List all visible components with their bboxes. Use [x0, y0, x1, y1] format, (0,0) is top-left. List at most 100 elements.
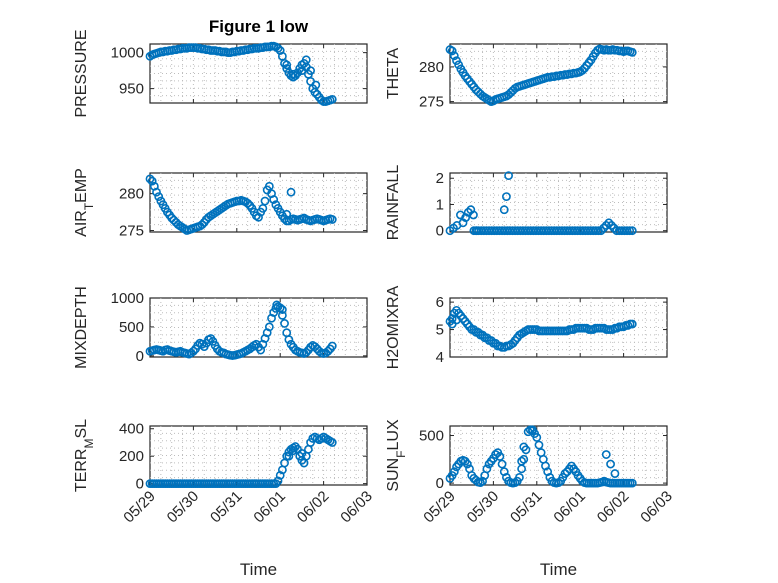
data-point: [154, 192, 164, 201]
xtick-label: 06/03: [337, 488, 376, 527]
data-point: [288, 69, 298, 79]
xtick-label: 06/01: [250, 488, 289, 527]
data-point: [169, 215, 179, 225]
xtick-label: 05/29: [120, 488, 159, 527]
xtick-label: 05/30: [464, 488, 503, 527]
data-point: [286, 187, 296, 197]
data-point: [519, 442, 529, 452]
data-point: [447, 46, 457, 56]
data-point: [280, 319, 289, 328]
ytick-label: 0: [136, 476, 144, 493]
ytick-label: 200: [119, 448, 144, 465]
data-point: [482, 464, 492, 474]
data-point: [327, 215, 337, 224]
ytick-label: 275: [419, 94, 444, 111]
data-point: [275, 470, 285, 480]
data-point: [272, 300, 282, 310]
data-point: [591, 226, 601, 236]
data-point: [282, 209, 292, 219]
ytick-label: 5: [436, 322, 444, 339]
data-point: [282, 60, 292, 70]
data-point: [145, 174, 155, 184]
data-point: [301, 347, 311, 357]
ytick-label: 4: [436, 349, 444, 366]
ylabel-2: AIRTEMP: [73, 168, 96, 237]
data-point: [301, 55, 311, 65]
data-point: [310, 342, 320, 351]
data-point: [197, 220, 207, 230]
xtick-label: 06/03: [637, 488, 676, 527]
data-point: [627, 478, 637, 488]
ytick-label: 0: [436, 475, 444, 492]
ytick-label: 950: [119, 81, 144, 98]
data-point: [607, 221, 616, 230]
data-point: [449, 51, 459, 61]
ytick-label: 0: [436, 223, 444, 240]
data-point: [517, 456, 527, 466]
ylabel-7: SUNFLUX: [385, 419, 408, 492]
data-point: [606, 459, 615, 469]
subplot-pressure: 950 1000 PRESSURE Figure 1 low: [73, 17, 368, 118]
ylabel-1: THETA: [385, 48, 402, 100]
data-point: [273, 43, 283, 53]
ytick-label: 275: [119, 223, 144, 240]
subplot-air-temp: 275 280 AIRTEMP: [73, 168, 368, 240]
subplot-rainfall: 0 1 2 RAINFALL: [385, 165, 668, 241]
xtick-label: 06/02: [594, 488, 633, 527]
xlabel: Time: [540, 560, 577, 579]
data-point: [447, 314, 457, 323]
data-point: [297, 66, 307, 76]
ylabel-5: H2OMIXRA: [385, 285, 402, 369]
data-point: [528, 425, 537, 435]
data-point: [188, 346, 198, 356]
data-point: [452, 315, 461, 325]
ytick-label: 1000: [111, 290, 144, 307]
xtick-label: 06/01: [550, 488, 589, 527]
data-point: [273, 476, 283, 486]
data-point: [599, 223, 609, 233]
data-point: [462, 459, 472, 469]
xtick-label: 05/29: [420, 488, 459, 527]
data-point: [152, 187, 161, 197]
data-point: [596, 226, 606, 236]
data-point: [577, 65, 587, 75]
data-point: [499, 205, 509, 215]
ylabel-4: MIXDEPTH: [73, 286, 90, 369]
ytick-label: 1000: [111, 45, 144, 62]
data-point: [519, 454, 529, 464]
xtick-label: 06/02: [294, 488, 333, 527]
data-point: [264, 322, 274, 332]
data-point: [311, 80, 321, 90]
data-point: [147, 176, 157, 186]
ytick-label: 2: [436, 170, 444, 187]
data-point: [622, 226, 632, 236]
data-point: [627, 319, 637, 329]
chart-title: Figure 1 low: [209, 17, 309, 36]
data-point: [282, 64, 292, 73]
data-point: [504, 171, 513, 181]
data-point: [515, 472, 524, 482]
data-point: [327, 95, 337, 104]
data-point: [610, 469, 620, 478]
subplot-theta: 275 280 THETA: [385, 43, 668, 111]
data-point: [449, 467, 459, 477]
subplot-sun-flux: 0 500 05/29 05/30 05/31 06/01 06/02 06/03 SUNFLU…: [385, 419, 676, 579]
data-point: [491, 450, 500, 459]
data-point: [288, 446, 298, 456]
data-point: [469, 210, 478, 220]
ylabel-3: RAINFALL: [385, 165, 402, 241]
data-point: [534, 440, 544, 450]
data-point: [495, 452, 505, 461]
ytick-label: 500: [419, 428, 444, 445]
xtick-label: 05/31: [207, 488, 246, 527]
data-point: [497, 459, 507, 469]
data-point: [469, 226, 479, 236]
data-point: [197, 339, 207, 349]
data-point: [502, 192, 511, 201]
data-point: [277, 310, 287, 320]
ytick-label: 6: [436, 294, 444, 311]
data-point: [601, 450, 611, 459]
data-point: [254, 212, 263, 222]
data-point: [625, 226, 635, 236]
